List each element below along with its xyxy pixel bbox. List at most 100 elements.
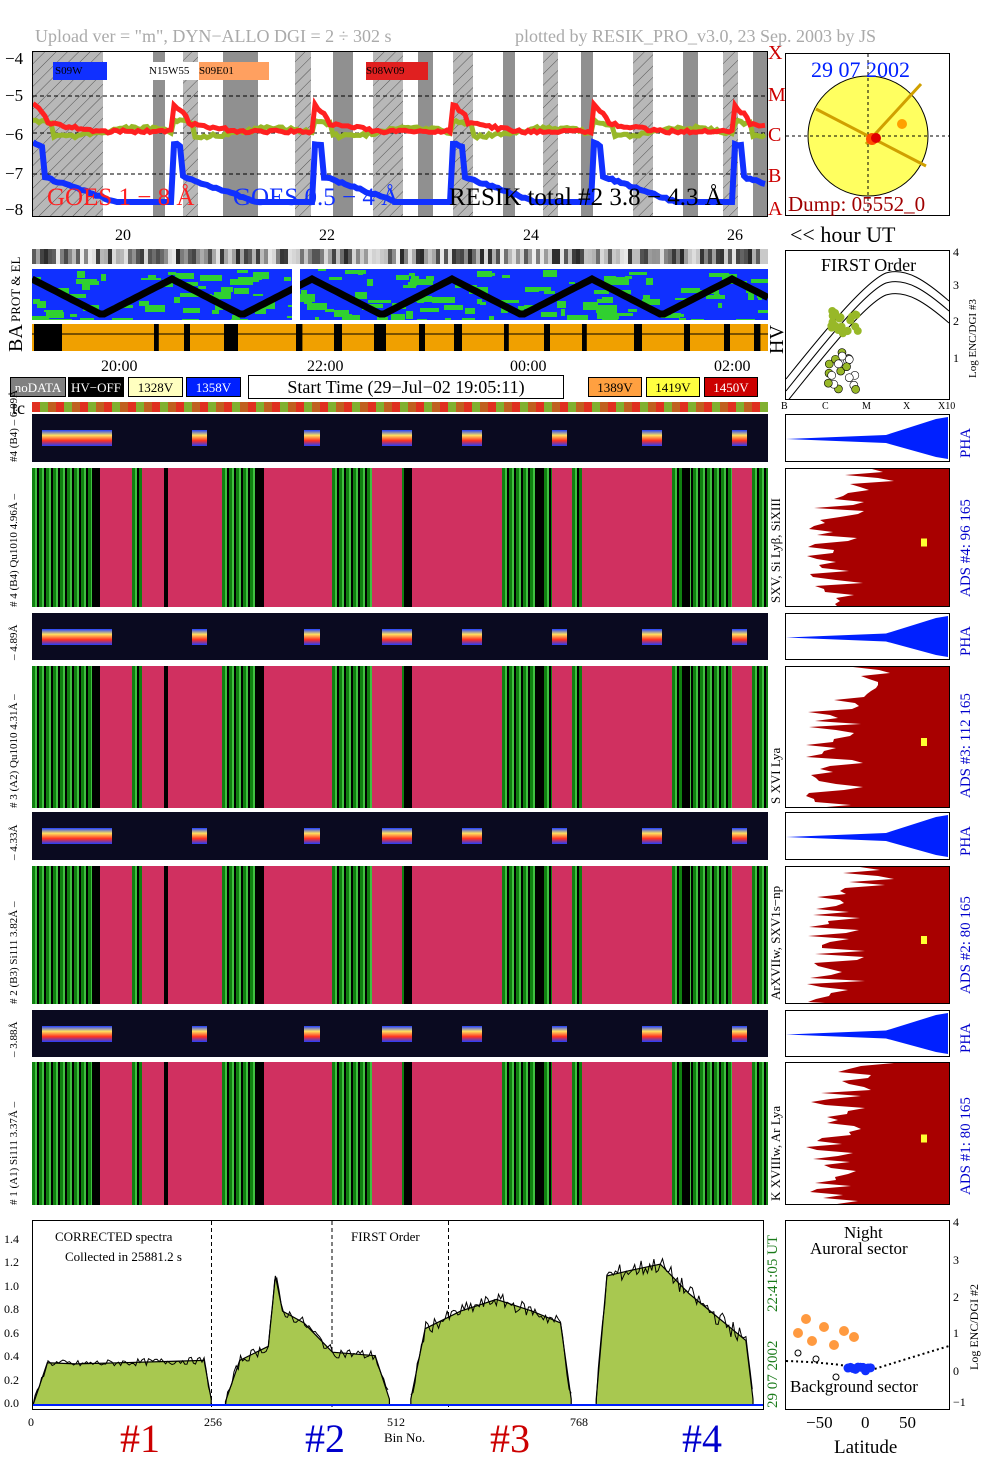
el-cell: [160, 249, 164, 264]
pha-label: – 4.33Å: [8, 824, 20, 860]
spec-green-band: [132, 468, 142, 607]
el-cell: [720, 249, 724, 264]
tc-cell: [744, 402, 752, 412]
proton-cell: [46, 312, 64, 318]
spec-green-band: [222, 866, 262, 1004]
night-band: [153, 52, 165, 216]
tc-cell: [600, 402, 608, 412]
el-cell: [604, 249, 608, 264]
fo-point: [834, 359, 843, 369]
tc-cell: [120, 402, 128, 412]
spec-green-band: [332, 866, 372, 1004]
spec-green-band: [32, 1062, 92, 1205]
pha-side-label: PHA: [958, 825, 974, 856]
fo-ytick: 2: [953, 314, 959, 328]
proton-cell: [597, 313, 619, 319]
fo-point: [842, 362, 851, 371]
tc-cell: [312, 402, 320, 412]
el-cell: [712, 249, 716, 264]
spectrum-ytick: 0.0: [4, 1396, 19, 1410]
hour-ut-label: << hour UT: [790, 222, 896, 247]
fo-xtick: M: [862, 401, 871, 412]
pha-label: – 4.89Å: [8, 624, 20, 660]
ads-marker: [921, 1134, 927, 1143]
proton-cell: [33, 299, 40, 304]
spec-gap: [92, 666, 100, 808]
el-cell: [272, 249, 276, 264]
el-cell: [184, 249, 188, 264]
spec-gap: [404, 866, 412, 1004]
el-cell: [452, 249, 456, 264]
proton-cell: [182, 319, 199, 320]
goes-long-curve: [33, 96, 766, 137]
ba-label: BA: [5, 324, 27, 352]
pha-band: [382, 628, 412, 645]
proton-cell: [603, 319, 614, 320]
tc-cell: [584, 402, 592, 412]
el-cell: [228, 249, 232, 264]
el-cell: [248, 249, 252, 264]
el-cell: [636, 249, 640, 264]
proton-cell: [681, 288, 700, 293]
side-time: 22:41:05 UT: [765, 1234, 781, 1312]
proton-cell: [489, 316, 494, 320]
tc-cell: [552, 402, 560, 412]
spectrum-ytick: 1.4: [4, 1231, 19, 1246]
proton-cell: [758, 297, 762, 300]
tc-cell: [176, 402, 184, 412]
proton-cell: [758, 310, 768, 313]
tc-cell: [632, 402, 640, 412]
el-cell: [292, 249, 296, 264]
tc-cell: [592, 402, 600, 412]
el-cell: [592, 249, 596, 264]
fo-point: [824, 359, 834, 369]
spec-gap: [682, 666, 690, 808]
spec-green-band: [572, 1062, 582, 1205]
spec-gap: [92, 866, 100, 1004]
pha-strip-1: [32, 1010, 768, 1057]
proton-cell: [284, 277, 291, 281]
el-cell: [328, 249, 332, 264]
tc-cell: [664, 402, 672, 412]
fo-ylabel: Log ENC/DGI #3: [967, 299, 979, 378]
proton-cell: [253, 294, 263, 296]
proton-cell: [606, 277, 629, 285]
el-cell: [204, 249, 208, 264]
proton-cell: [706, 295, 725, 299]
el-cell: [736, 249, 740, 264]
ads-marker: [921, 936, 927, 944]
hour-tick: 20: [115, 227, 131, 244]
proton-cell: [403, 285, 416, 288]
el-cell: [740, 249, 744, 264]
ba-block: [374, 324, 386, 351]
tc-cell: [104, 402, 112, 412]
tc-cell: [168, 402, 176, 412]
tc-cell: [384, 402, 392, 412]
spectrum-panel: CORRECTED spectra Collected in 25881.2 s…: [32, 1220, 764, 1410]
detector-label-4: #4: [682, 1416, 722, 1461]
proton-cell: [528, 287, 551, 291]
lat-ylabel: Log ENC/DGI #2: [967, 1284, 981, 1370]
ar-box-4: S08W09: [366, 62, 428, 80]
first-order-svg: [786, 271, 949, 399]
el-cell: [392, 249, 396, 264]
proton-cell: [180, 293, 200, 297]
pha-histogram-3: [785, 613, 950, 660]
spec-gap: [164, 1062, 168, 1205]
tc-cell: [480, 402, 488, 412]
night-label: Night: [844, 1223, 883, 1242]
el-cell: [128, 249, 132, 264]
pha-band: [642, 430, 662, 446]
el-cell: [652, 249, 656, 264]
spec-gap: [257, 666, 264, 808]
pha-band: [732, 430, 747, 446]
el-cell: [304, 249, 308, 264]
tc-cell: [728, 402, 736, 412]
tc-cell: [672, 402, 680, 412]
proton-cell: [501, 307, 508, 313]
el-cell: [192, 249, 196, 264]
el-cell: [408, 249, 412, 264]
tc-cell: [400, 402, 408, 412]
ads-marker: [921, 538, 927, 547]
el-cell: [644, 249, 648, 264]
